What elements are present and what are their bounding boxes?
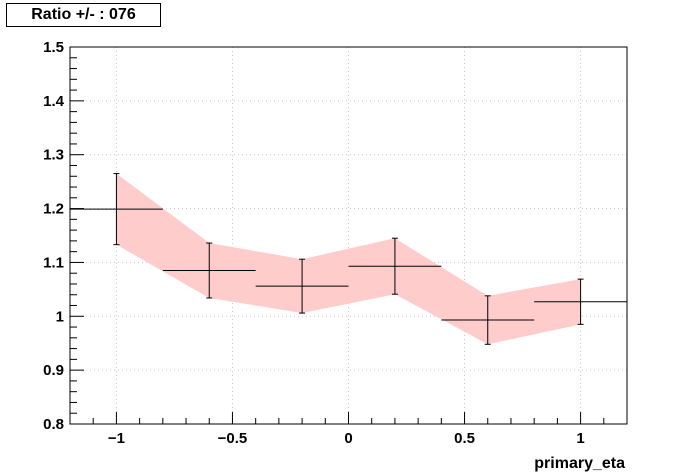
y-tick-label: 1.1 bbox=[43, 254, 64, 271]
y-tick-label: 1.3 bbox=[43, 147, 64, 164]
x-tick-label: 1 bbox=[576, 430, 584, 447]
x-tick-label: −1 bbox=[108, 430, 125, 447]
y-tick-label: 1.4 bbox=[43, 93, 65, 110]
y-tick-label: 1.2 bbox=[43, 201, 64, 218]
x-tick-label: 0.5 bbox=[454, 430, 475, 447]
x-tick-label: −0.5 bbox=[218, 430, 248, 447]
y-tick-label: 0.8 bbox=[43, 416, 64, 433]
error-band-area bbox=[116, 173, 581, 345]
y-tick-label: 1 bbox=[56, 308, 64, 325]
axes: 0.8 0.9 1 1.1 1.2 1.3 1.4 1.5 −1 −0.5 0 0.5 1 bbox=[43, 39, 628, 447]
y-tick-label: 0.9 bbox=[43, 362, 64, 379]
x-axis-label: primary_eta bbox=[534, 455, 625, 472]
y-tick-label: 1.5 bbox=[43, 39, 64, 56]
chart-title: Ratio +/- : 076 bbox=[6, 3, 161, 27]
x-tick-label: 0 bbox=[344, 430, 352, 447]
error-band bbox=[116, 173, 581, 345]
data-points bbox=[70, 173, 627, 345]
